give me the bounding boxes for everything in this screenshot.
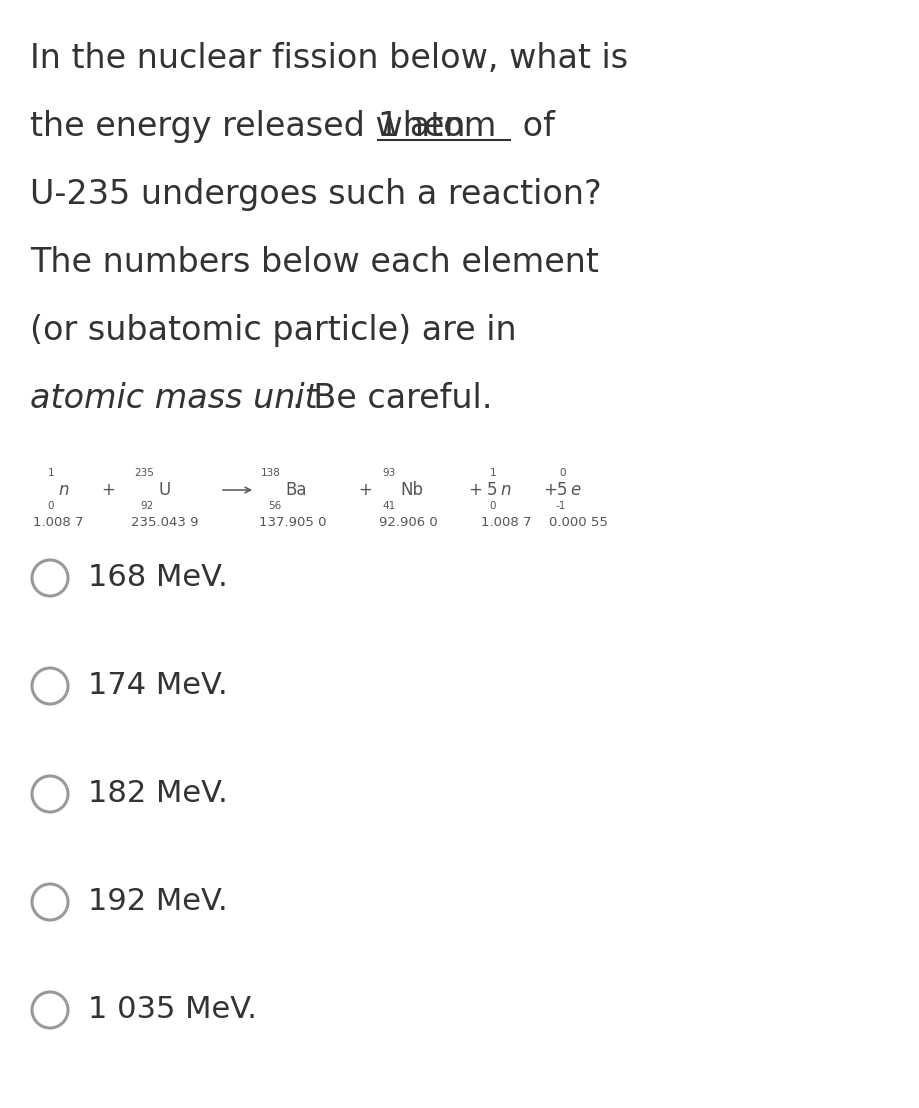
Text: +: + bbox=[468, 481, 482, 499]
Text: 1.008 7: 1.008 7 bbox=[481, 516, 531, 529]
Text: 137.905 0: 137.905 0 bbox=[259, 516, 327, 529]
Text: 1 atom: 1 atom bbox=[378, 110, 496, 143]
Text: . Be careful.: . Be careful. bbox=[292, 382, 493, 416]
Text: 93: 93 bbox=[382, 468, 396, 478]
Text: 1: 1 bbox=[490, 468, 496, 478]
Text: the energy released when: the energy released when bbox=[30, 110, 476, 143]
Text: +: + bbox=[543, 481, 557, 499]
Text: +: + bbox=[101, 481, 115, 499]
Text: Ba: Ba bbox=[285, 481, 307, 499]
Text: n: n bbox=[500, 481, 510, 499]
Text: +: + bbox=[358, 481, 372, 499]
Text: 138: 138 bbox=[261, 468, 281, 478]
Text: 235: 235 bbox=[134, 468, 154, 478]
Text: 92: 92 bbox=[141, 501, 154, 511]
Text: 56: 56 bbox=[267, 501, 281, 511]
Text: The numbers below each element: The numbers below each element bbox=[30, 246, 599, 279]
Text: 92.906 0: 92.906 0 bbox=[379, 516, 437, 529]
Text: 0.000 55: 0.000 55 bbox=[549, 516, 607, 529]
Text: of: of bbox=[512, 110, 555, 143]
Text: 0: 0 bbox=[490, 501, 496, 511]
Text: 182 MeV.: 182 MeV. bbox=[88, 780, 228, 809]
Text: (or subatomic particle) are in: (or subatomic particle) are in bbox=[30, 314, 516, 347]
Text: -1: -1 bbox=[556, 501, 566, 511]
Text: 1: 1 bbox=[48, 468, 54, 478]
Text: atomic mass unit: atomic mass unit bbox=[30, 382, 318, 416]
Text: e: e bbox=[570, 481, 580, 499]
Text: In the nuclear fission below, what is: In the nuclear fission below, what is bbox=[30, 42, 628, 75]
Text: 1.008 7: 1.008 7 bbox=[33, 516, 84, 529]
Text: U-235 undergoes such a reaction?: U-235 undergoes such a reaction? bbox=[30, 178, 602, 211]
Text: 1 035 MeV.: 1 035 MeV. bbox=[88, 995, 257, 1025]
Text: 192 MeV.: 192 MeV. bbox=[88, 888, 228, 916]
Text: 235.043 9: 235.043 9 bbox=[131, 516, 199, 529]
Text: 41: 41 bbox=[382, 501, 396, 511]
Text: 174 MeV.: 174 MeV. bbox=[88, 671, 228, 700]
Text: Nb: Nb bbox=[400, 481, 423, 499]
Text: 168 MeV.: 168 MeV. bbox=[88, 564, 228, 593]
Text: 0: 0 bbox=[48, 501, 54, 511]
Text: n: n bbox=[58, 481, 69, 499]
Text: U: U bbox=[158, 481, 170, 499]
Text: 0: 0 bbox=[560, 468, 566, 478]
Text: 5: 5 bbox=[557, 481, 567, 499]
Text: 5: 5 bbox=[486, 481, 497, 499]
